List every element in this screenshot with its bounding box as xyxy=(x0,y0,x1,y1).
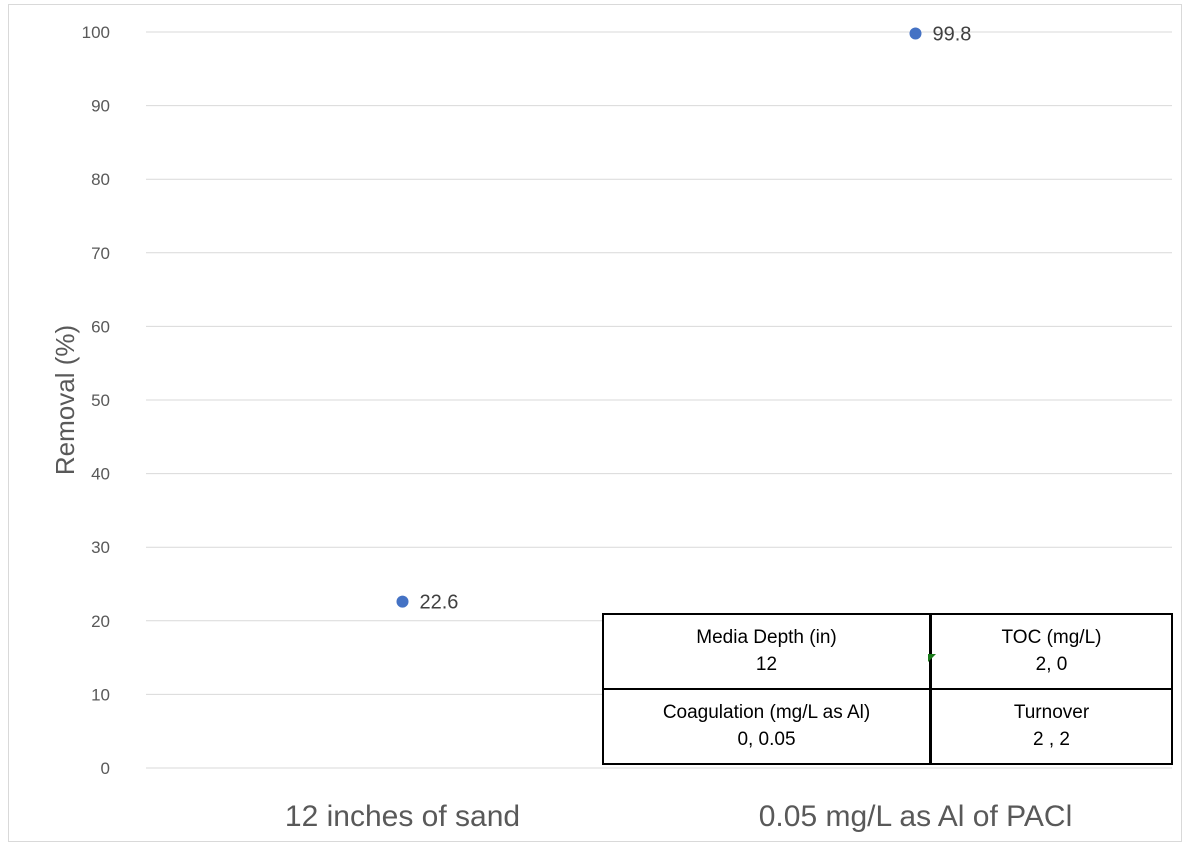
data-labels: 22.6 99.8 xyxy=(420,23,972,613)
y-tick-label: 70 xyxy=(91,244,110,263)
data-point xyxy=(909,27,922,40)
y-tick-label: 40 xyxy=(91,465,110,484)
y-tick-label: 100 xyxy=(82,23,110,42)
data-label: 22.6 xyxy=(420,592,459,614)
media-depth-cell: Media Depth (in) 12 xyxy=(602,613,932,690)
y-axis-ticks: 0 10 20 30 40 50 60 70 80 90 100 xyxy=(82,23,110,778)
y-tick-label: 50 xyxy=(91,391,110,410)
x-category-label: 12 inches of sand xyxy=(285,800,520,833)
x-axis-categories: 12 inches of sand 0.05 mg/L as Al of PACl xyxy=(285,800,1072,833)
y-tick-label: 0 xyxy=(101,759,110,778)
y-tick-label: 10 xyxy=(91,685,110,704)
y-tick-label: 90 xyxy=(91,97,110,116)
cell-comment-marker xyxy=(928,654,936,662)
table-row: Media Depth (in) 12 TOC (mg/L) 2, 0 xyxy=(602,613,1173,690)
coagulation-label: Coagulation (mg/L as Al) xyxy=(662,701,871,723)
toc-value: 2, 0 xyxy=(1035,653,1068,675)
turnover-label: Turnover xyxy=(1013,701,1090,723)
coagulation-cell: Coagulation (mg/L as Al) 0, 0.05 xyxy=(602,688,932,765)
turnover-value: 2 , 2 xyxy=(1033,728,1070,750)
media-depth-value: 12 xyxy=(755,653,778,675)
parameters-table: Media Depth (in) 12 TOC (mg/L) 2, 0 Coag… xyxy=(602,613,1173,765)
y-tick-label: 80 xyxy=(91,170,110,189)
turnover-cell: Turnover 2 , 2 xyxy=(929,688,1173,765)
coagulation-value: 0, 0.05 xyxy=(737,728,796,750)
x-category-label: 0.05 mg/L as Al of PACl xyxy=(759,800,1073,833)
toc-label: TOC (mg/L) xyxy=(1001,626,1102,648)
y-tick-label: 20 xyxy=(91,612,110,631)
y-tick-label: 60 xyxy=(91,317,110,336)
gridlines xyxy=(146,31,1172,769)
y-axis-title: Removal (%) xyxy=(50,325,80,475)
data-label: 99.8 xyxy=(933,23,972,45)
toc-cell: TOC (mg/L) 2, 0 xyxy=(929,613,1173,690)
y-tick-label: 30 xyxy=(91,538,110,557)
table-row: Coagulation (mg/L as Al) 0, 0.05 Turnove… xyxy=(602,688,1173,765)
data-point xyxy=(396,595,409,608)
media-depth-label: Media Depth (in) xyxy=(696,626,837,648)
data-points xyxy=(396,27,922,608)
